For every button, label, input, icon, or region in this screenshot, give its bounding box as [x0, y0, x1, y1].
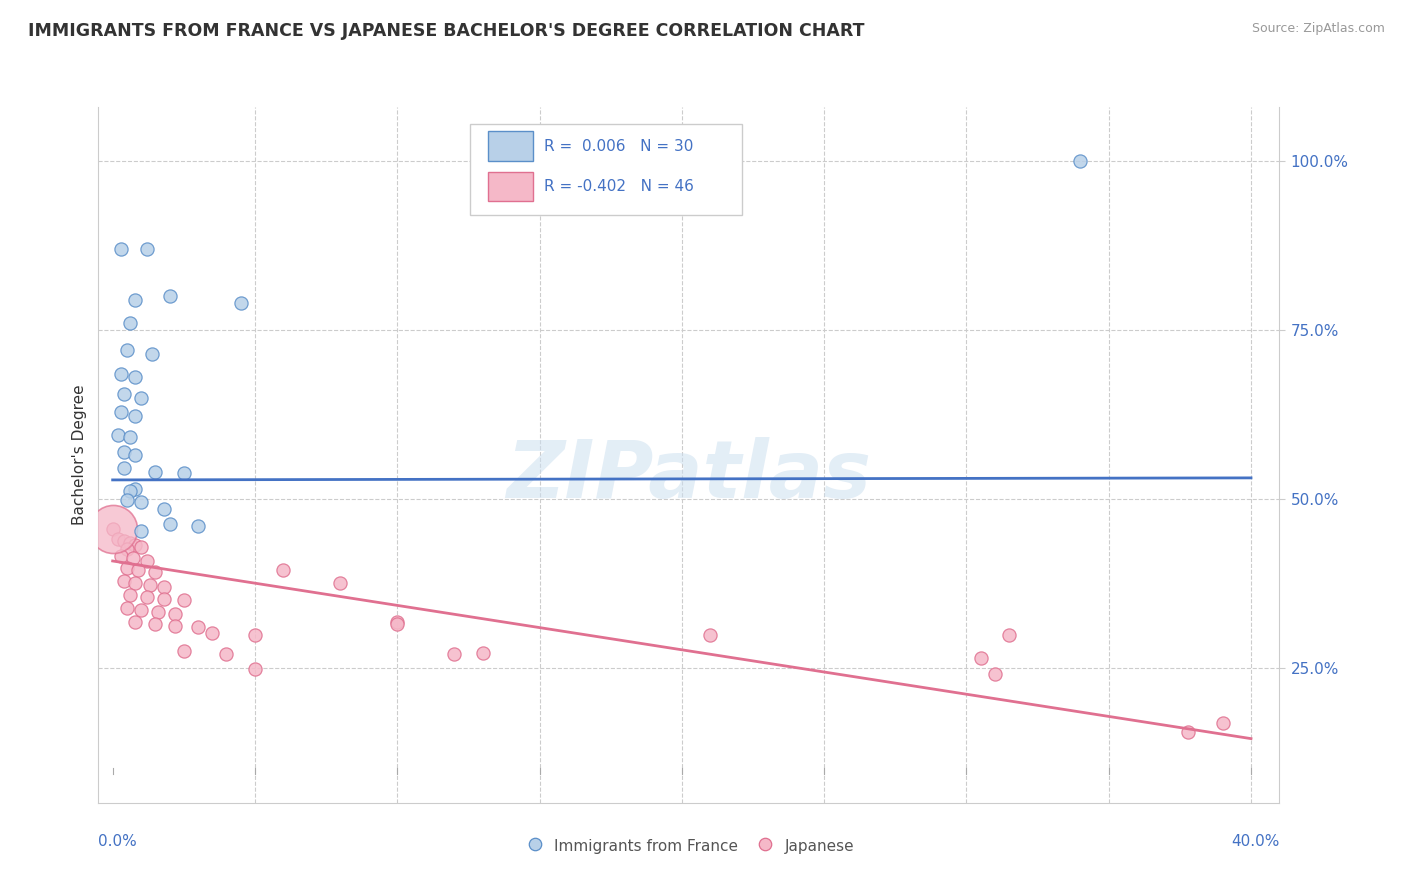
Point — [143, 565, 166, 579]
Point — [153, 591, 176, 606]
Point — [148, 605, 170, 619]
Point — [112, 387, 135, 401]
Point — [124, 482, 146, 496]
Point — [118, 483, 141, 498]
Point — [153, 502, 176, 516]
Point — [173, 466, 195, 480]
Point — [273, 563, 295, 577]
Y-axis label: Bachelor's Degree: Bachelor's Degree — [72, 384, 87, 525]
Point — [699, 628, 721, 642]
Point — [998, 628, 1021, 642]
Point — [143, 616, 166, 631]
Point — [187, 519, 209, 533]
Point — [121, 551, 143, 566]
FancyBboxPatch shape — [488, 172, 533, 202]
Point — [118, 316, 141, 330]
Point — [118, 588, 141, 602]
Legend: Immigrants from France, Japanese: Immigrants from France, Japanese — [517, 830, 860, 862]
Point — [129, 495, 152, 509]
Point — [229, 296, 252, 310]
Point — [201, 625, 224, 640]
Point — [1069, 154, 1091, 169]
Point — [153, 580, 176, 594]
Point — [165, 607, 187, 621]
Point — [329, 576, 352, 591]
Point — [387, 616, 409, 631]
Point — [243, 628, 266, 642]
Point — [471, 646, 494, 660]
Point — [107, 533, 129, 547]
Point — [112, 461, 135, 475]
Point — [187, 620, 209, 634]
Point — [110, 549, 132, 564]
Point — [112, 444, 135, 458]
Point — [129, 603, 152, 617]
Point — [387, 615, 409, 629]
Point — [115, 343, 138, 358]
Point — [124, 538, 146, 552]
Point — [110, 242, 132, 256]
Point — [127, 563, 149, 577]
Point — [984, 667, 1007, 681]
Point — [110, 367, 132, 381]
Point — [101, 522, 124, 536]
Text: ZIPatlas: ZIPatlas — [506, 437, 872, 515]
Point — [115, 601, 138, 615]
Point — [107, 427, 129, 442]
Point — [115, 560, 138, 574]
Text: 40.0%: 40.0% — [1232, 834, 1279, 849]
Point — [129, 524, 152, 539]
Point — [135, 590, 157, 604]
Point — [110, 405, 132, 419]
Point — [159, 289, 181, 303]
Point — [118, 535, 141, 549]
Text: 0.0%: 0.0% — [98, 834, 138, 849]
Point — [443, 647, 465, 661]
Point — [115, 493, 138, 508]
Text: R =  0.006   N = 30: R = 0.006 N = 30 — [544, 138, 693, 153]
FancyBboxPatch shape — [471, 124, 742, 215]
Point — [124, 448, 146, 462]
Point — [129, 541, 152, 555]
Point — [173, 593, 195, 607]
Point — [124, 409, 146, 424]
Point — [135, 554, 157, 568]
Point — [141, 346, 163, 360]
Point — [112, 574, 135, 589]
Text: R = -0.402   N = 46: R = -0.402 N = 46 — [544, 179, 693, 194]
Point — [243, 662, 266, 676]
Point — [159, 517, 181, 532]
Point — [215, 647, 238, 661]
Point — [143, 465, 166, 479]
Point — [112, 534, 135, 549]
FancyBboxPatch shape — [488, 131, 533, 161]
Point — [1177, 724, 1199, 739]
Point — [124, 615, 146, 629]
Text: IMMIGRANTS FROM FRANCE VS JAPANESE BACHELOR'S DEGREE CORRELATION CHART: IMMIGRANTS FROM FRANCE VS JAPANESE BACHE… — [28, 22, 865, 40]
Point — [124, 370, 146, 384]
Point — [135, 242, 157, 256]
Point — [124, 293, 146, 307]
Text: Source: ZipAtlas.com: Source: ZipAtlas.com — [1251, 22, 1385, 36]
Point — [969, 650, 991, 665]
Point — [173, 644, 195, 658]
Point — [124, 576, 146, 591]
Point — [1212, 716, 1234, 731]
Point — [115, 542, 138, 557]
Point — [129, 391, 152, 405]
Point — [101, 522, 124, 536]
Point — [118, 430, 141, 444]
Point — [138, 578, 160, 592]
Point — [165, 619, 187, 633]
